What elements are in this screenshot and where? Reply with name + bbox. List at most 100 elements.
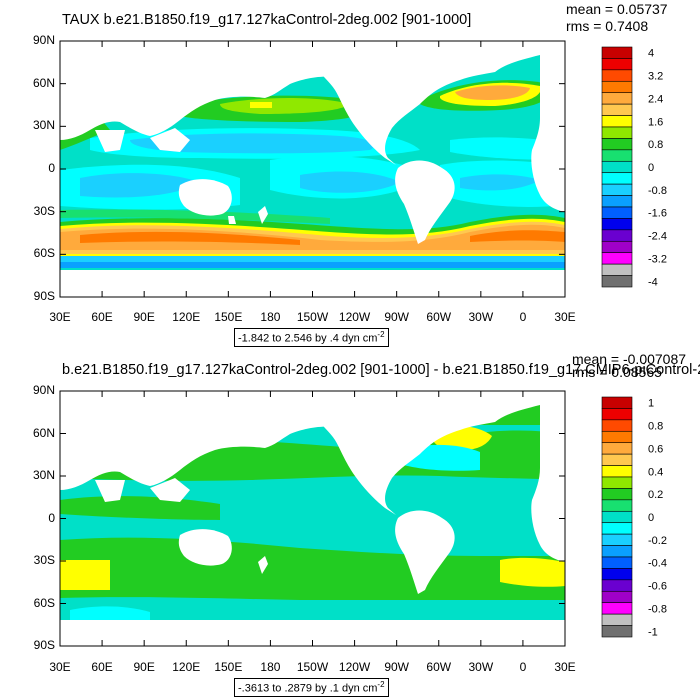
bottom-lon-label: 30E bbox=[49, 660, 71, 674]
top-lat-label: 60N bbox=[32, 75, 55, 90]
bottom-colorbar-swatch bbox=[601, 408, 633, 421]
top-lon-label: 30W bbox=[468, 310, 494, 324]
top-colorbar-label: -0.8 bbox=[648, 185, 667, 197]
bottom-colorbar-swatch bbox=[601, 465, 633, 478]
bottom-colorbar-swatch bbox=[601, 625, 633, 638]
bottom-colorbar-swatch bbox=[601, 476, 633, 489]
top-lon-label: 150W bbox=[296, 310, 329, 324]
bottom-lon-label: 30E bbox=[554, 660, 576, 674]
top-colorbar-swatch bbox=[601, 103, 633, 116]
top-lon-label: 120W bbox=[338, 310, 371, 324]
top-colorbar: 4 3.2 2.4 1.6 0.8 0 -0.8 -1.6 -2.4 -3.2 -4 bbox=[601, 46, 667, 288]
bottom-lat-label: 0 bbox=[48, 510, 55, 525]
top-colorbar-swatch bbox=[601, 206, 633, 219]
top-colorbar-swatch bbox=[601, 69, 633, 82]
bottom-colorbar-swatch bbox=[601, 533, 633, 546]
bottom-colorbar-label: -0.4 bbox=[648, 558, 667, 570]
bottom-colorbar-swatch bbox=[601, 613, 633, 626]
top-lon-label: 30E bbox=[554, 310, 576, 324]
top-lat-label: 60S bbox=[33, 246, 55, 261]
top-colorbar-label: -2.4 bbox=[648, 231, 667, 243]
bottom-colorbar-label: -1 bbox=[648, 626, 658, 638]
top-colorbar-label: -3.2 bbox=[648, 253, 667, 265]
top-lat-label: 90N bbox=[32, 33, 55, 47]
bottom-mean-value: mean = -0.007087 bbox=[572, 351, 687, 367]
top-colorbar-label: -4 bbox=[648, 276, 658, 288]
bottom-colorbar-swatch bbox=[601, 522, 633, 535]
bottom-colorbar-swatch bbox=[601, 442, 633, 455]
top-lat-label: 30N bbox=[32, 118, 55, 133]
top-lat-label: 90S bbox=[33, 289, 55, 303]
top-lon-label: 0 bbox=[519, 310, 527, 324]
top-colorbar-swatch bbox=[601, 240, 633, 254]
top-contour-range: -1.842 to 2.546 by .4 dyn cm-2 bbox=[234, 328, 389, 347]
top-colorbar-label: -1.6 bbox=[648, 208, 667, 220]
top-colorbar-label: 0.8 bbox=[648, 139, 663, 151]
top-colorbar-swatch bbox=[601, 126, 633, 139]
bottom-lat-label: 90S bbox=[33, 638, 55, 652]
top-mean-value: mean = 0.05737 bbox=[566, 1, 668, 17]
top-lat-label: 30S bbox=[33, 203, 55, 218]
bottom-colorbar-label: 0.4 bbox=[648, 466, 663, 478]
bottom-lon-label: 60E bbox=[91, 660, 113, 674]
bottom-colorbar-label: -0.2 bbox=[648, 535, 667, 547]
bottom-colorbar-swatch bbox=[601, 568, 633, 581]
top-colorbar-swatch bbox=[601, 92, 633, 105]
top-colorbar-swatch bbox=[601, 252, 633, 265]
bottom-lat-label: 60S bbox=[33, 595, 55, 610]
bottom-range-text: -.3613 to .2879 by .1 dyn cm bbox=[238, 682, 378, 695]
bottom-lon-label: 90E bbox=[133, 660, 155, 674]
bottom-contour-range: -.3613 to .2879 by .1 dyn cm-2 bbox=[234, 678, 389, 697]
bottom-colorbar-label: 0.6 bbox=[648, 443, 663, 455]
bottom-rms-value: rms = 0.08565 bbox=[572, 364, 662, 380]
top-colorbar-swatch bbox=[601, 229, 633, 242]
top-colorbar-swatch bbox=[601, 149, 633, 162]
top-colorbar-swatch bbox=[601, 46, 633, 59]
bottom-colorbar-swatch bbox=[601, 499, 633, 512]
top-colorbar-label: 1.6 bbox=[648, 116, 663, 128]
bottom-colorbar-swatch bbox=[601, 396, 633, 409]
bottom-colorbar-label: -0.8 bbox=[648, 603, 667, 615]
top-colorbar-label: 0 bbox=[648, 162, 654, 174]
top-lon-label: 150E bbox=[214, 310, 243, 324]
top-colorbar-swatch bbox=[601, 195, 633, 208]
top-colorbar-label: 2.4 bbox=[648, 93, 663, 105]
top-range-text: -1.842 to 2.546 by .4 dyn cm bbox=[238, 332, 378, 345]
bottom-colorbar-label: 1 bbox=[648, 398, 654, 410]
bottom-colorbar-label: -0.6 bbox=[648, 581, 667, 593]
bottom-lon-label: 120W bbox=[338, 660, 371, 674]
top-lon-label: 90E bbox=[133, 310, 155, 324]
top-colorbar-swatch bbox=[601, 275, 633, 288]
bottom-lat-label: 90N bbox=[32, 383, 55, 397]
top-colorbar-label: 4 bbox=[648, 48, 654, 60]
top-map-ticks bbox=[59, 40, 566, 298]
bottom-colorbar: 1 0.8 0.6 0.4 0.2 0 -0.2 -0.4 -0.6 -0.8 -1 bbox=[601, 396, 667, 638]
bottom-map-ticks bbox=[59, 390, 566, 647]
bottom-colorbar-label: 0.2 bbox=[648, 489, 663, 501]
top-colorbar-swatch bbox=[601, 115, 633, 128]
top-colorbar-swatch bbox=[601, 218, 633, 231]
bottom-colorbar-swatch bbox=[601, 453, 633, 466]
bottom-lon-label: 180 bbox=[260, 660, 281, 674]
top-lon-label: 60E bbox=[91, 310, 113, 324]
top-map-title: TAUX b.e21.B1850.f19_g17.127kaControl-2d… bbox=[62, 12, 472, 28]
bottom-lat-label: 30S bbox=[33, 553, 55, 567]
bottom-lat-label: 30N bbox=[32, 468, 55, 482]
top-colorbar-swatch bbox=[601, 138, 633, 151]
top-colorbar-swatch bbox=[601, 160, 633, 174]
bottom-colorbar-label: 0.8 bbox=[648, 421, 663, 433]
bottom-colorbar-swatch bbox=[601, 556, 633, 569]
bottom-colorbar-swatch bbox=[601, 419, 633, 432]
bottom-lon-label: 150E bbox=[214, 660, 243, 674]
top-lon-label: 180 bbox=[260, 310, 281, 324]
bottom-colorbar-swatch bbox=[601, 430, 633, 444]
top-colorbar-swatch bbox=[601, 58, 633, 71]
bottom-lon-label: 30W bbox=[468, 660, 494, 674]
bottom-colorbar-swatch bbox=[601, 602, 633, 615]
top-lon-label: 60W bbox=[426, 310, 452, 324]
bottom-map-title: b.e21.B1850.f19_g17.127kaControl-2deg.00… bbox=[62, 362, 700, 378]
bottom-lon-label: 90W bbox=[384, 660, 409, 674]
bottom-range-exponent: -2 bbox=[377, 680, 385, 689]
top-range-exponent: -2 bbox=[377, 330, 385, 339]
